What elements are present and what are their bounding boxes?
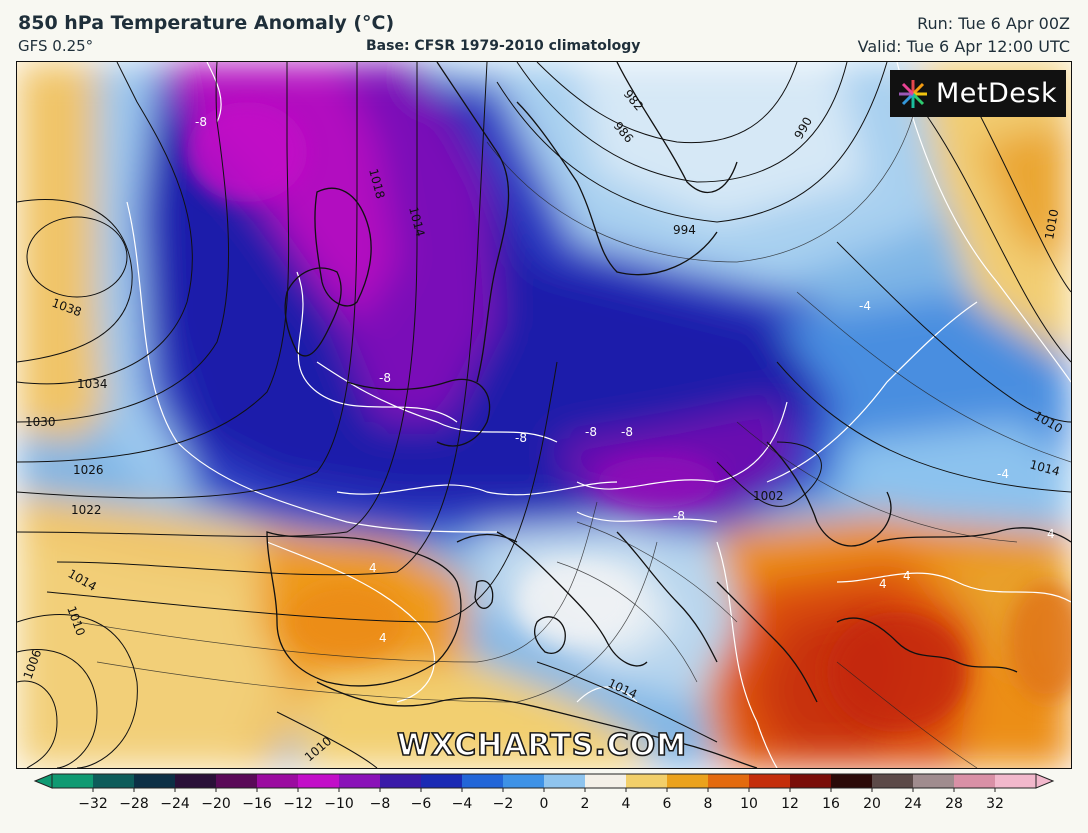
colorbar-segments <box>51 773 1037 789</box>
colorbar-tick-label: 32 <box>986 796 1004 812</box>
coastlines <box>266 62 1071 768</box>
colorbar-tick-label: 4 <box>622 796 631 812</box>
colorbar-segment <box>585 774 627 788</box>
colorbar-tick-label: 10 <box>740 796 758 812</box>
colorbar-segment <box>298 774 340 788</box>
anomaly-label: -8 <box>195 115 207 129</box>
colorbar-segment <box>257 774 299 788</box>
colorbar-tick-label: −16 <box>242 796 272 812</box>
colorbar-segment <box>134 774 176 788</box>
anomaly-label: 4 <box>903 569 911 583</box>
chart-title: 850 hPa Temperature Anomaly (°C) <box>18 12 395 34</box>
colorbar-segment <box>503 774 545 788</box>
isobar-label: 1002 <box>753 489 784 503</box>
map-canvas: 982 986 990 994 1010 1010 1014 1018 1014… <box>17 62 1071 768</box>
anomaly-label: -8 <box>621 425 633 439</box>
colorbar-tick-label: −32 <box>78 796 108 812</box>
colorbar-tick-label: −8 <box>370 796 391 812</box>
colorbar-tick-label: 28 <box>945 796 963 812</box>
anomaly-label: 4 <box>369 561 377 575</box>
colorbar-segment <box>339 774 381 788</box>
anomaly-label: 4 <box>1047 527 1055 541</box>
isobars <box>17 62 1071 768</box>
colorbar-tick-label: −10 <box>324 796 354 812</box>
colorbar-segment <box>872 774 914 788</box>
colorbar-segment <box>995 774 1037 788</box>
colorbar-tick-label: −2 <box>493 796 514 812</box>
anomaly-detail-patches <box>187 102 1071 732</box>
colorbar-tick-label: 24 <box>904 796 922 812</box>
colorbar-tick-label: 16 <box>822 796 840 812</box>
colorbar-tick-label: −20 <box>201 796 231 812</box>
isobar-label: 1030 <box>25 415 56 429</box>
colorbar-segment <box>626 774 668 788</box>
run-time-label: Run: Tue 6 Apr 00Z <box>917 14 1070 33</box>
colorbar-tick-label: −28 <box>119 796 149 812</box>
colorbar-segment <box>52 774 94 788</box>
anomaly-label: -8 <box>585 425 597 439</box>
colorbar-segment <box>380 774 422 788</box>
colorbar-tick-label: 8 <box>704 796 713 812</box>
colorbar-tick-label: 12 <box>781 796 799 812</box>
colorbar-segment <box>913 774 955 788</box>
colorbar-tick-label: 0 <box>540 796 549 812</box>
anomaly-labels: -8 -8 -8 -8 -8 -8 4 4 4 4 -4 -4 4 <box>195 115 1055 645</box>
isobar-label: 994 <box>673 223 696 237</box>
anomaly-label: -8 <box>379 371 391 385</box>
model-label: GFS 0.25° <box>18 37 94 55</box>
colorbar-segment <box>216 774 258 788</box>
metdesk-logo-text: MetDesk <box>936 78 1058 109</box>
colorbar-tick-label: −12 <box>283 796 313 812</box>
metdesk-logo: MetDesk <box>890 70 1066 117</box>
isobar-label: 1034 <box>77 377 108 391</box>
anomaly-map[interactable]: 982 986 990 994 1010 1010 1014 1018 1014… <box>16 61 1072 769</box>
colorbar-segment <box>462 774 504 788</box>
anomaly-label: -4 <box>997 467 1009 481</box>
colorbar-tick-label: −24 <box>160 796 190 812</box>
isobar-label: 1026 <box>73 463 104 477</box>
colorbar-tick-label: 6 <box>663 796 672 812</box>
colorbar-tick-label: −4 <box>452 796 473 812</box>
colorbar-segment <box>708 774 750 788</box>
isobar-label: 1022 <box>71 503 102 517</box>
anomaly-label: 4 <box>379 631 387 645</box>
colorbar-tick-label: 2 <box>581 796 590 812</box>
anomaly-label: 4 <box>879 577 887 591</box>
wxcharts-watermark: WXCHARTS.COM <box>396 727 688 764</box>
climatology-base-label: Base: CFSR 1979-2010 climatology <box>366 38 641 54</box>
colorbar: −32 −28 −24 −20 −16 −12 −10 −8 −6 −4 −2 0 2 4 6 8 10 12 16… <box>33 773 1055 812</box>
colorbar-segment <box>421 774 463 788</box>
anomaly-label: -8 <box>673 509 685 523</box>
colorbar-segment <box>790 774 832 788</box>
anomaly-label: -4 <box>859 299 871 313</box>
metdesk-star-icon <box>899 79 927 108</box>
colorbar-left-arrow <box>33 773 53 789</box>
colorbar-ticks: −32 −28 −24 −20 −16 −12 −10 −8 −6 −4 −2 0 2 4 6 8 10 12 16… <box>78 788 1004 812</box>
anomaly-label: -8 <box>515 431 527 445</box>
colorbar-segment <box>667 774 709 788</box>
colorbar-tick-label: −6 <box>411 796 432 812</box>
colorbar-segment <box>544 774 586 788</box>
isobar-label: 1010 <box>1042 208 1061 241</box>
colorbar-segment <box>749 774 791 788</box>
colorbar-segment <box>93 774 135 788</box>
colorbar-segment <box>831 774 873 788</box>
colorbar-right-arrow <box>1035 773 1055 789</box>
colorbar-segment <box>175 774 217 788</box>
colorbar-segment <box>954 774 996 788</box>
colorbar-tick-label: 20 <box>863 796 881 812</box>
valid-time-label: Valid: Tue 6 Apr 12:00 UTC <box>857 37 1070 56</box>
